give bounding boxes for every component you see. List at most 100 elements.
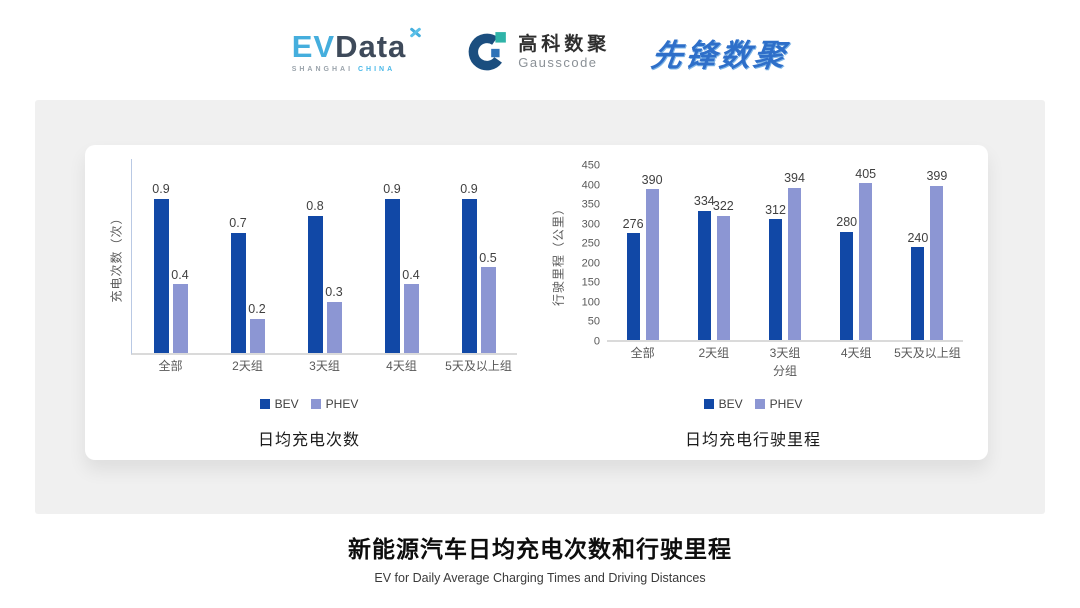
gausscode-g-icon bbox=[468, 32, 507, 71]
legend-item-phev: PHEV bbox=[754, 397, 803, 411]
value-label: 322 bbox=[712, 199, 734, 213]
x-axis-categories: 全部 2天组 3天组 4天组 5天及以上组 bbox=[132, 357, 517, 374]
category-label: 4天组 bbox=[840, 345, 872, 360]
chart-daily-charging-times: 充电次数（次） 0.9 0.4 0.7 0.2 0.8 0.3 0.9 0.4 0.9 0.5 全… bbox=[101, 159, 517, 460]
y-tick-label: 400 bbox=[581, 179, 600, 192]
category-label: 2天组 bbox=[232, 358, 263, 373]
category-label: 全部 bbox=[630, 345, 655, 360]
legend-label: PHEV bbox=[325, 397, 359, 411]
y-axis-title: 行驶里程（公里） bbox=[551, 201, 566, 307]
y-tick-label: 150 bbox=[581, 276, 600, 289]
evdata-sub-shanghai: SHANGHAI bbox=[291, 66, 354, 73]
gausscode-name-en: Gausscode bbox=[518, 55, 598, 71]
bar-phev: 0.4 bbox=[171, 269, 189, 353]
category-label: 4天组 bbox=[386, 358, 417, 373]
value-label: 280 bbox=[836, 215, 858, 230]
category-label: 5天及以上组 bbox=[894, 345, 961, 360]
value-label: 0.9 bbox=[383, 182, 401, 196]
chart-title: 日均充电次数 bbox=[257, 432, 360, 449]
bar-phev: 0.3 bbox=[325, 286, 343, 353]
category-label: 3天组 bbox=[769, 345, 801, 360]
bar-group: 240 399 bbox=[892, 166, 963, 340]
y-axis-title: 充电次数（次） bbox=[109, 211, 124, 303]
bar-phev: 399 bbox=[926, 170, 947, 340]
bar-group: 0.9 0.5 bbox=[440, 159, 517, 353]
bar-phev: 0.4 bbox=[402, 269, 420, 353]
value-label: 0.4 bbox=[171, 267, 189, 282]
plot-area: 0.9 0.4 0.7 0.2 0.8 0.3 0.9 0.4 0.9 0.5 bbox=[131, 159, 517, 355]
sub-title: EV for Daily Average Charging Times and … bbox=[374, 571, 706, 585]
x-axis-title: 分组 bbox=[772, 364, 797, 378]
bar-group: 0.7 0.2 bbox=[209, 159, 286, 353]
bar-bev: 0.9 bbox=[460, 183, 478, 353]
x-axis-categories: 全部 2天组 3天组 4天组 5天及以上组 bbox=[607, 344, 963, 361]
legend-swatch-icon bbox=[310, 399, 321, 409]
logo-header: EV Data SHANGHAI CHINA 高科数聚 Gausscode 先锋数… bbox=[0, 20, 1080, 84]
y-axis: 0 50 100 150 200 250 300 350 400 450 bbox=[573, 160, 607, 347]
value-label: 0.9 bbox=[460, 182, 478, 196]
legend: BEV PHEV bbox=[543, 396, 963, 412]
y-tick-label: 0 bbox=[593, 335, 600, 348]
bar-bev: 276 bbox=[623, 218, 644, 340]
bar-group: 0.9 0.4 bbox=[363, 159, 440, 353]
value-label: 276 bbox=[622, 216, 644, 231]
y-tick-label: 200 bbox=[581, 257, 600, 270]
bar-phev: 405 bbox=[855, 168, 876, 340]
bar-group: 334 322 bbox=[678, 166, 749, 340]
legend-item-bev: BEV bbox=[259, 397, 299, 411]
evdata-sub-china: CHINA bbox=[358, 66, 396, 73]
bar-bev: 0.9 bbox=[383, 183, 401, 353]
evdata-logo-data: Data bbox=[335, 29, 407, 64]
value-label: 334 bbox=[693, 194, 715, 209]
main-title: 新能源汽车日均充电次数和行驶里程 bbox=[348, 536, 732, 562]
bar-phev: 0.2 bbox=[248, 303, 266, 353]
legend-label: BEV bbox=[274, 397, 299, 411]
pioneer-data-logo: 先锋数聚 bbox=[649, 37, 791, 73]
bar-bev: 0.8 bbox=[306, 200, 324, 353]
chart-daily-driving-distance: 行驶里程（公里） 0 50 100 150 200 250 300 350 400 450 276… bbox=[543, 159, 963, 460]
legend-label: PHEV bbox=[769, 397, 803, 411]
evdata-logo: EV Data SHANGHAI CHINA bbox=[292, 31, 424, 73]
bar-group: 0.9 0.4 bbox=[132, 159, 209, 353]
charts-panel: 充电次数（次） 0.9 0.4 0.7 0.2 0.8 0.3 0.9 0.4 0.9 0.5 全… bbox=[35, 100, 1045, 514]
value-label: 394 bbox=[784, 171, 805, 186]
y-tick-label: 50 bbox=[587, 315, 600, 328]
bar-phev: 0.5 bbox=[479, 252, 497, 353]
value-label: 0.5 bbox=[479, 250, 497, 265]
legend-item-bev: BEV bbox=[703, 397, 743, 411]
bar-group: 276 390 bbox=[607, 166, 678, 340]
value-label: 0.8 bbox=[306, 199, 324, 214]
bar-bev: 280 bbox=[836, 216, 857, 340]
bar-bev: 312 bbox=[765, 204, 786, 340]
x-axis-title bbox=[101, 375, 517, 391]
legend: BEV PHEV bbox=[101, 396, 517, 412]
category-label: 3天组 bbox=[309, 358, 340, 373]
category-label: 2天组 bbox=[698, 345, 730, 360]
bar-phev: 322 bbox=[713, 200, 734, 340]
bar-phev: 394 bbox=[784, 172, 805, 340]
legend-label: BEV bbox=[718, 397, 743, 411]
gausscode-logo: 高科数聚 Gausscode bbox=[465, 30, 610, 74]
y-tick-label: 250 bbox=[581, 237, 600, 250]
value-label: 0.7 bbox=[229, 216, 247, 231]
legend-item-phev: PHEV bbox=[310, 397, 359, 411]
legend-swatch-icon bbox=[259, 399, 270, 409]
chart-title: 日均充电行驶里程 bbox=[684, 432, 821, 449]
bar-group: 0.8 0.3 bbox=[286, 159, 363, 353]
value-label: 0.3 bbox=[325, 285, 343, 299]
gausscode-name-cn: 高科数聚 bbox=[518, 33, 611, 55]
category-label: 全部 bbox=[158, 358, 183, 373]
y-tick-label: 300 bbox=[581, 218, 600, 231]
bar-group: 312 394 bbox=[749, 166, 820, 340]
evdata-x-icon bbox=[408, 25, 423, 40]
bar-bev: 0.9 bbox=[152, 183, 170, 353]
y-tick-label: 100 bbox=[581, 296, 600, 309]
category-label: 5天及以上组 bbox=[445, 358, 512, 373]
y-tick-label: 450 bbox=[581, 159, 600, 172]
legend-swatch-icon bbox=[754, 399, 765, 409]
value-label: 0.4 bbox=[402, 267, 420, 282]
evdata-logo-ev: EV bbox=[291, 29, 336, 64]
bar-bev: 0.7 bbox=[229, 217, 247, 353]
y-tick-label: 350 bbox=[581, 198, 600, 211]
value-label: 405 bbox=[855, 166, 877, 181]
